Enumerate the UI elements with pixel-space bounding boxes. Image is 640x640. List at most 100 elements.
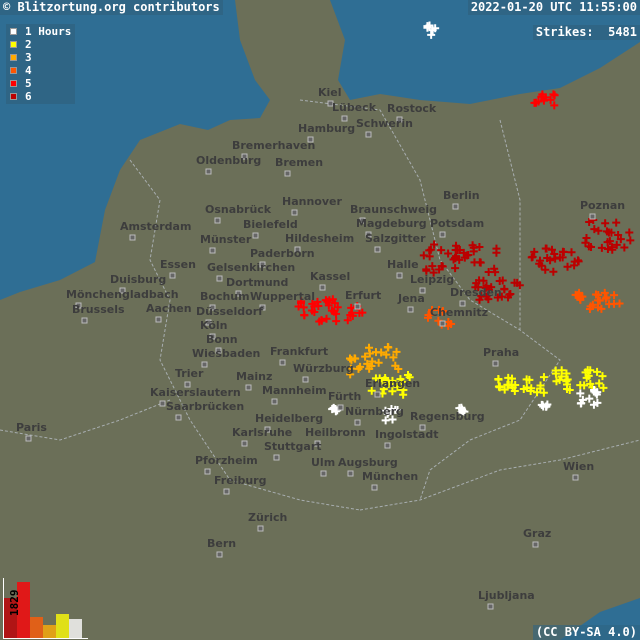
city-label: Kassel [310,270,351,283]
city-dot [245,384,252,391]
city-dot [459,300,466,307]
strike-marker [453,246,462,255]
strike-marker [426,245,435,254]
strike-marker [597,243,606,252]
strike-marker [495,277,504,286]
strike-marker [484,268,493,277]
age-legend: 1 Hours 2 3 4 5 6 [6,24,76,104]
city-label: Graz [523,527,552,540]
strike-marker [551,366,560,375]
strike-marker [459,248,468,257]
city-label: Bielefeld [243,218,298,231]
strike-marker [333,303,342,312]
city-label: Dresden [450,286,502,299]
strike-marker [419,251,428,260]
city-dot [294,246,301,253]
city-label: Bochum [200,290,250,303]
strike-marker [607,228,616,237]
city-dot [354,419,361,426]
strike-marker [612,240,621,249]
strike-marker [586,379,595,388]
city-label: Ljubljana [478,589,535,602]
strike-marker [541,265,550,274]
strike-marker [322,314,331,323]
strike-marker [422,266,431,275]
city-dot [341,115,348,122]
strike-marker [510,386,519,395]
city-dot [347,470,354,477]
city-dot [291,209,298,216]
city-label: Fürth [328,390,362,403]
strike-marker [380,376,389,385]
histogram-bar [56,614,69,638]
city-label: Aachen [146,302,192,315]
strike-marker [534,97,543,106]
strike-marker [482,281,491,290]
city-dot [419,424,426,431]
strike-marker [330,299,339,308]
strike-count: Strikes: 5481 [532,25,640,40]
city-label: Ingolstadt [375,428,439,441]
strike-marker [585,394,594,403]
strikes-value: 5481 [608,25,637,39]
strike-marker [379,385,388,394]
city-label: Zürich [248,511,288,524]
strike-marker [584,371,593,380]
city-label: Kaiserslautern [150,386,241,399]
city-label: Bonn [206,333,238,346]
strike-marker [542,402,551,411]
strike-marker [444,249,453,258]
strike-marker [429,268,438,277]
strike-marker [437,262,446,270]
city-dot [307,136,314,143]
strike-marker [557,372,566,381]
strike-marker [482,292,491,301]
strike-marker [590,386,599,395]
strike-marker [332,309,341,318]
strike-marker [595,379,604,388]
strike-marker [490,264,499,273]
city-label: Wuppertal [250,290,316,303]
city-dot [257,525,264,532]
strike-marker [475,258,484,267]
strike-marker [588,300,597,309]
strike-marker [363,359,372,368]
city-label: Karlsruhe [232,426,293,439]
city-dot [205,168,212,175]
strike-marker [377,348,386,357]
city-dot [359,217,366,224]
strike-marker [381,406,390,415]
strike-marker [315,317,324,326]
strike-marker [438,307,447,316]
city-label: München [362,470,419,483]
city-dot [396,116,403,123]
city-label: Düsseldorf [196,305,263,318]
strike-marker [365,343,374,352]
city-label: Potsdam [430,217,485,230]
city-label: Schwerin [356,117,413,130]
strike-marker [578,395,587,404]
legend-item: 3 [10,51,71,64]
city-label: Gelsenkirchen [207,261,296,274]
strike-marker [494,375,503,383]
city-dot [223,488,230,495]
strike-marker [367,386,376,395]
city-label: Erfurt [345,289,382,302]
city-label: Ulm [311,456,336,469]
strike-marker [559,248,568,257]
city-dot [184,381,191,388]
strike-marker [610,299,619,308]
city-label: Poznan [580,199,626,212]
strike-marker [332,317,341,326]
strike-marker [552,377,561,386]
strike-marker [576,295,585,304]
city-label: Wiesbaden [192,347,261,360]
city-dot [75,302,82,309]
strike-marker [570,257,579,266]
city-label: Freiburg [214,474,267,487]
city-dot [159,400,166,407]
strike-marker [297,297,306,306]
city-label: Mönchengladbach [66,288,179,301]
strike-marker [563,375,572,384]
city-dot [205,319,212,326]
